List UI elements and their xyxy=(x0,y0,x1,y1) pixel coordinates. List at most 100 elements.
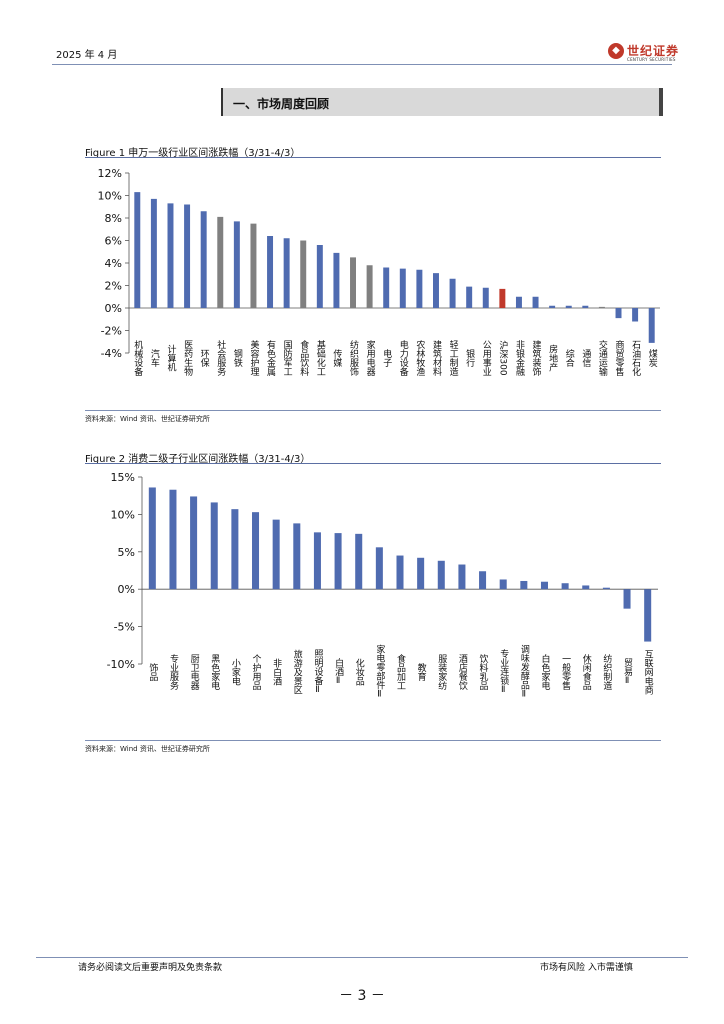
bar-非银金融 xyxy=(515,296,522,308)
x-tick-label: 钢铁 xyxy=(232,348,243,368)
bar-电子 xyxy=(383,267,390,308)
x-tick-label: 纺织制造 xyxy=(601,653,612,691)
x-tick-label: 石油石化 xyxy=(630,340,641,377)
bar-有色金属 xyxy=(267,236,274,308)
bar-商贸零售 xyxy=(615,308,622,319)
bar-家电零部件Ⅱ xyxy=(375,547,383,590)
bar-教育 xyxy=(417,557,425,590)
x-tick-label: 非银金融 xyxy=(514,339,525,377)
bar-汽车 xyxy=(150,198,157,309)
x-tick-label: 白酒Ⅱ xyxy=(333,657,344,686)
bar-家用电器 xyxy=(366,265,373,308)
header-divider xyxy=(52,64,672,65)
x-tick-label: 饮料乳品 xyxy=(478,653,489,691)
x-tick-label: 白色家电 xyxy=(539,653,550,690)
x-tick-label: 服装家纺 xyxy=(436,654,447,691)
bar-专业服务 xyxy=(169,489,177,590)
bar-机械设备 xyxy=(134,192,141,308)
bar-食品加工 xyxy=(396,555,404,590)
bar-建筑材料 xyxy=(433,273,439,309)
page-number: － 3 － xyxy=(339,988,385,1004)
figure-1-source: 资料来源：Wind 资讯、世纪证券研究所 xyxy=(85,415,210,423)
x-tick-label: 基础化工 xyxy=(315,339,326,376)
figure-2-bottom-rule xyxy=(85,740,661,741)
disclaimer-notice: 请务必阅读文后重要声明及免责条款 xyxy=(78,963,223,973)
x-tick-label: 计算机 xyxy=(165,343,176,372)
x-tick-label: 家用电器 xyxy=(365,339,376,376)
x-tick-label: 交通运输 xyxy=(597,339,608,377)
x-tick-label: 环保 xyxy=(199,349,210,368)
bar-一般零售 xyxy=(561,583,569,590)
x-tick-label: 化妆品 xyxy=(354,657,365,686)
section-title: 一、市场周度回顾 xyxy=(233,97,330,111)
bar-传媒 xyxy=(333,252,340,309)
bar-调味发酵品Ⅱ xyxy=(520,580,528,590)
x-tick-label: 酒店餐饮 xyxy=(457,654,468,691)
bar-通信 xyxy=(582,305,589,308)
x-tick-label: 家电零部件Ⅱ xyxy=(374,643,385,699)
bar-专业连锁Ⅱ xyxy=(499,579,507,590)
brand-emblem-icon: ◆ xyxy=(608,43,624,59)
bar-石油石化 xyxy=(632,308,639,322)
x-tick-label: 轻工制造 xyxy=(448,339,459,377)
brand-logo: ◆ 世纪证券 CENTURY SECURITIES xyxy=(608,42,690,64)
x-tick-label: 房地产 xyxy=(547,343,558,372)
bar-纺织服饰 xyxy=(350,257,356,309)
bar-酒店餐饮 xyxy=(458,564,466,590)
y-tick-label: 6% xyxy=(105,235,122,248)
bar-国防军工 xyxy=(283,238,290,308)
x-tick-label: 厨卫电器 xyxy=(189,654,200,690)
bar-饰品 xyxy=(148,487,156,590)
bar-社会服务 xyxy=(217,216,224,309)
x-tick-label: 专业连锁Ⅱ xyxy=(498,648,509,695)
x-tick-label: 机械设备 xyxy=(132,339,143,376)
figure-1-top-rule xyxy=(85,157,661,158)
bar-贸易Ⅱ xyxy=(623,589,631,609)
bar-轻工制造 xyxy=(449,278,456,308)
bar-饮料乳品 xyxy=(479,571,487,590)
bar-电力设备 xyxy=(399,268,406,309)
section-heading-box: 一、市场周度回顾 xyxy=(221,88,663,116)
x-tick-label: 商贸零售 xyxy=(614,339,625,377)
bar-煤炭 xyxy=(648,308,655,343)
x-tick-label: 通信 xyxy=(580,349,591,368)
bar-互联网电商 xyxy=(644,589,652,642)
x-tick-label: 休闲食品 xyxy=(581,653,592,691)
x-tick-label: 食品饮料 xyxy=(298,339,309,377)
bar-农林牧渔 xyxy=(416,269,423,308)
bar-交通运输 xyxy=(598,306,605,309)
x-tick-label: 互联网电商 xyxy=(643,649,654,695)
figure-2-source: 资料来源：Wind 资讯、世纪证券研究所 xyxy=(85,745,210,753)
bar-基础化工 xyxy=(316,245,323,308)
x-tick-label: 黑色家电 xyxy=(209,654,220,690)
bar-计算机 xyxy=(167,203,174,308)
bar-美容护理 xyxy=(250,223,257,309)
bar-小家电 xyxy=(231,509,239,590)
bar-厨卫电器 xyxy=(190,496,198,590)
y-tick-label: -5% xyxy=(114,621,135,634)
y-tick-label: 2% xyxy=(105,280,122,293)
x-tick-label: 电力设备 xyxy=(398,339,409,376)
figure-1-bottom-rule xyxy=(85,410,661,411)
x-tick-label: 建筑材料 xyxy=(431,339,442,377)
bar-环保 xyxy=(200,211,207,308)
x-tick-label: 煤炭 xyxy=(647,348,658,368)
footer-divider xyxy=(36,957,688,958)
x-tick-label: 农林牧渔 xyxy=(414,339,425,376)
bar-个护用品 xyxy=(252,512,260,590)
x-tick-label: 食品加工 xyxy=(395,653,406,690)
bar-银行 xyxy=(466,286,473,309)
x-tick-label: 一般零售 xyxy=(560,654,571,691)
bar-建筑装饰 xyxy=(532,296,539,308)
bar-白酒Ⅱ xyxy=(334,533,342,590)
x-tick-label: 个护用品 xyxy=(251,654,262,691)
figure-2-top-rule xyxy=(85,463,661,464)
x-tick-label: 照明设备Ⅱ xyxy=(312,649,323,695)
bar-白色家电 xyxy=(540,581,548,590)
brand-name-cn: 世纪证券 xyxy=(627,44,680,58)
bar-非白酒 xyxy=(272,519,280,590)
bar-综合 xyxy=(565,305,572,308)
x-tick-label: 调味发酵品Ⅱ xyxy=(519,644,530,699)
x-tick-label: 传媒 xyxy=(331,348,342,368)
x-tick-label: 纺织服饰 xyxy=(348,339,359,377)
